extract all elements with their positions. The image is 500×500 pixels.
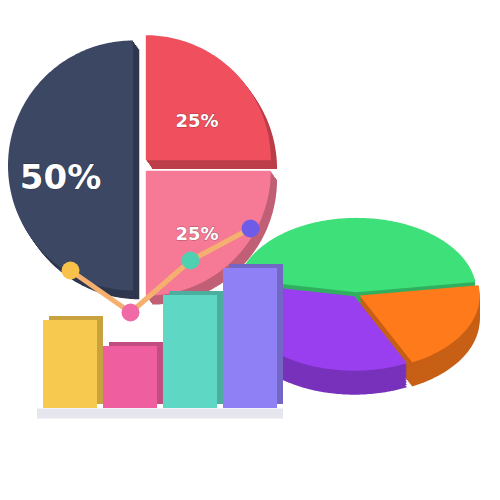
svg-text:25%: 25% <box>176 110 219 131</box>
svg-text:25%: 25% <box>176 223 219 244</box>
svg-text:50%: 50% <box>20 157 101 197</box>
